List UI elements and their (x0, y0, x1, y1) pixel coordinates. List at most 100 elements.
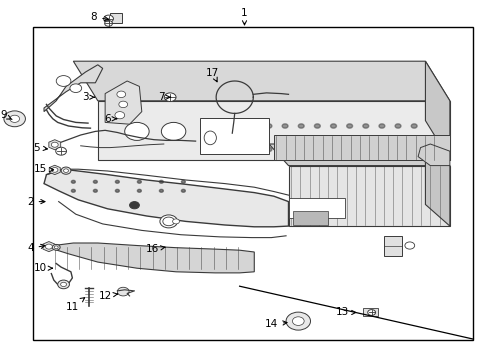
Polygon shape (44, 65, 102, 112)
Text: 11: 11 (65, 298, 84, 312)
Circle shape (56, 76, 71, 86)
Circle shape (330, 147, 336, 152)
Circle shape (314, 147, 320, 152)
Circle shape (292, 317, 304, 325)
Circle shape (115, 189, 119, 192)
Circle shape (362, 124, 368, 128)
Circle shape (172, 219, 179, 224)
Circle shape (330, 124, 336, 128)
Circle shape (282, 147, 287, 152)
Text: 9: 9 (0, 110, 12, 120)
Circle shape (4, 111, 25, 127)
Text: 10: 10 (34, 263, 52, 273)
Circle shape (61, 282, 66, 287)
Circle shape (394, 124, 400, 128)
Circle shape (346, 124, 352, 128)
Bar (362, 308, 377, 316)
Text: 1: 1 (241, 8, 247, 25)
Circle shape (58, 280, 69, 289)
Circle shape (63, 169, 68, 172)
Polygon shape (73, 61, 449, 101)
Circle shape (367, 310, 375, 315)
Bar (293, 211, 327, 225)
Circle shape (70, 84, 81, 93)
Polygon shape (49, 140, 61, 150)
Bar (273, 135, 449, 160)
Text: 3: 3 (82, 92, 94, 102)
Circle shape (298, 124, 304, 128)
Circle shape (404, 242, 414, 249)
Circle shape (137, 180, 141, 183)
Circle shape (117, 287, 129, 296)
Circle shape (378, 147, 384, 152)
Circle shape (346, 147, 352, 152)
Circle shape (93, 189, 97, 192)
Circle shape (52, 167, 58, 172)
Circle shape (265, 124, 271, 128)
Circle shape (124, 122, 149, 140)
Circle shape (164, 93, 176, 102)
Circle shape (282, 124, 287, 128)
Polygon shape (425, 144, 449, 226)
Circle shape (115, 180, 119, 183)
Circle shape (163, 217, 174, 226)
Polygon shape (417, 144, 449, 166)
Circle shape (181, 189, 185, 192)
Circle shape (52, 244, 60, 250)
Circle shape (117, 91, 125, 98)
Polygon shape (288, 166, 449, 226)
Circle shape (160, 215, 177, 228)
Bar (110, 13, 122, 23)
Polygon shape (49, 165, 60, 175)
Polygon shape (105, 81, 142, 124)
Text: 12: 12 (98, 291, 118, 301)
Polygon shape (44, 169, 288, 227)
Circle shape (378, 124, 384, 128)
Circle shape (159, 180, 163, 183)
Circle shape (362, 147, 368, 152)
Text: 15: 15 (33, 164, 54, 174)
Circle shape (410, 124, 416, 128)
Text: 17: 17 (205, 68, 219, 82)
Circle shape (54, 246, 58, 249)
Polygon shape (98, 101, 449, 160)
Circle shape (394, 147, 400, 152)
Circle shape (410, 147, 416, 152)
Circle shape (10, 115, 20, 122)
Polygon shape (43, 242, 55, 252)
Circle shape (71, 180, 75, 183)
Text: 2: 2 (27, 197, 45, 207)
Circle shape (314, 124, 320, 128)
Text: 16: 16 (145, 244, 165, 254)
Circle shape (71, 189, 75, 192)
Circle shape (56, 147, 66, 155)
Circle shape (104, 21, 112, 26)
Circle shape (119, 101, 127, 108)
Text: 4: 4 (27, 243, 45, 253)
Circle shape (51, 142, 58, 147)
Polygon shape (51, 243, 254, 273)
Ellipse shape (204, 131, 216, 145)
Text: 14: 14 (264, 319, 286, 329)
Bar (200, 118, 268, 154)
Bar (383, 236, 402, 256)
Text: 7: 7 (158, 92, 170, 102)
Circle shape (129, 202, 139, 209)
Circle shape (161, 122, 185, 140)
Text: 5: 5 (33, 143, 47, 153)
Bar (288, 198, 344, 218)
Circle shape (45, 244, 52, 249)
Text: 8: 8 (90, 12, 108, 22)
Circle shape (137, 189, 141, 192)
Circle shape (181, 180, 185, 183)
Polygon shape (425, 61, 449, 160)
Circle shape (93, 180, 97, 183)
Circle shape (103, 15, 113, 22)
Polygon shape (268, 144, 449, 166)
Text: 6: 6 (104, 114, 117, 124)
Circle shape (285, 312, 310, 330)
Circle shape (265, 147, 271, 152)
Circle shape (61, 167, 71, 174)
Circle shape (115, 112, 124, 119)
Circle shape (159, 189, 163, 192)
